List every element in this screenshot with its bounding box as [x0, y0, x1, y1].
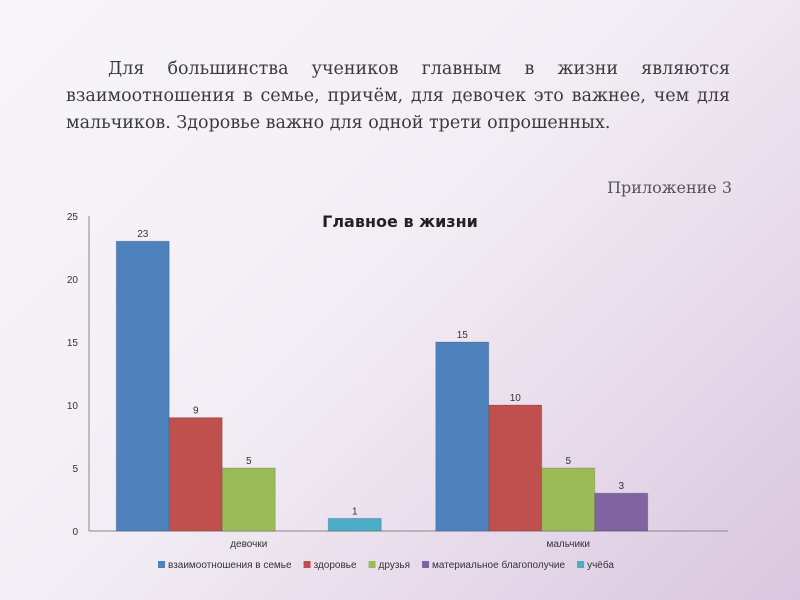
data-label: 5	[565, 456, 571, 467]
y-tick-label: 25	[67, 212, 79, 223]
data-label: 9	[193, 406, 199, 417]
bar	[541, 467, 596, 532]
data-label: 1	[352, 506, 358, 517]
category-label: девочки	[230, 539, 267, 550]
y-tick-label: 5	[72, 464, 78, 475]
y-tick-label: 0	[72, 527, 78, 538]
bar	[488, 404, 543, 532]
data-label: 23	[137, 229, 149, 240]
legend-entry: материальное благополучие	[432, 559, 565, 571]
legend-swatch	[303, 561, 311, 568]
legend-entry: здоровье	[314, 560, 357, 571]
bar	[327, 517, 382, 532]
data-label: 15	[457, 330, 469, 341]
legend-entry: друзья	[379, 560, 411, 571]
bar	[435, 341, 490, 532]
legend-swatch	[577, 561, 585, 568]
appendix-label: Приложение 3	[607, 178, 732, 197]
bar	[221, 467, 276, 532]
category-label: мальчики	[546, 539, 590, 550]
legend-swatch	[368, 561, 376, 568]
y-tick-label: 20	[67, 275, 79, 286]
legend-entry: учёба	[587, 559, 614, 571]
data-label: 3	[618, 481, 624, 492]
legend-swatch	[158, 561, 165, 568]
chart-title: Главное в жизни	[322, 212, 478, 231]
intro-paragraph: Для большинства учеников главным в жизни…	[66, 59, 730, 133]
bar	[115, 240, 170, 532]
bar	[168, 417, 223, 532]
bar	[594, 492, 649, 532]
data-label: 10	[510, 393, 522, 404]
legend-swatch	[422, 561, 430, 568]
data-label: 5	[246, 456, 252, 467]
y-tick-label: 15	[67, 338, 79, 349]
y-tick-label: 10	[67, 401, 79, 412]
legend-entry: взаимоотношения в семье	[168, 560, 292, 571]
